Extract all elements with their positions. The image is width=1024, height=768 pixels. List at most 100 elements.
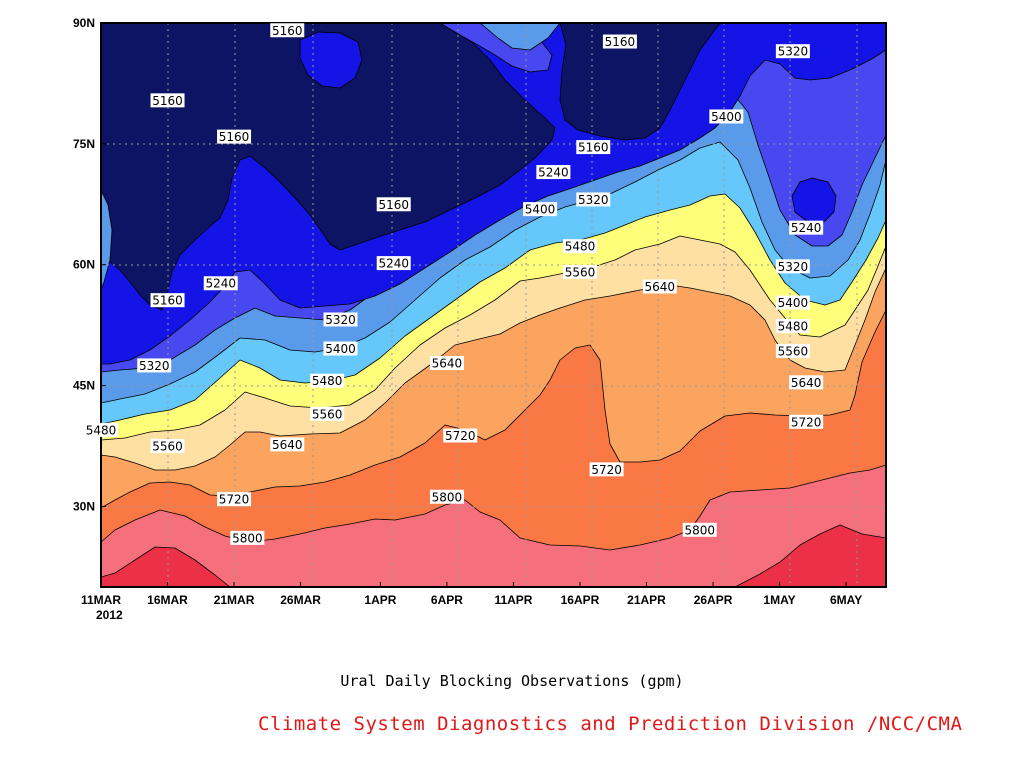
contour-label-text: 5560: [565, 265, 596, 279]
contour-label: 5160: [602, 34, 637, 49]
x-tick-label: 26APR: [694, 593, 733, 607]
contour-label-box: [84, 422, 118, 437]
contour-label-box: [576, 192, 611, 207]
contour-label-box: [589, 462, 624, 477]
contour-label-text: 5640: [791, 376, 822, 390]
contour-label-box: [775, 44, 810, 59]
contour-label-text: 5720: [219, 493, 250, 507]
contour-label-text: 5640: [645, 280, 676, 294]
chart-title: Ural Daily Blocking Observations (gpm): [340, 672, 684, 690]
contour-label-text: 5240: [205, 277, 236, 291]
y-tick-label: 75N: [73, 137, 95, 151]
credit-text: Climate System Diagnostics and Predictio…: [258, 713, 963, 735]
north-patch-2: [479, 23, 561, 51]
x-tick-label: 11APR: [494, 593, 532, 607]
contour-label-box: [150, 439, 185, 453]
contour-label: 5640: [270, 437, 305, 452]
contour-label-text: 5240: [378, 257, 409, 271]
contour-label-box: [576, 140, 611, 155]
contour-labels: 5160 5160 5160 5160 5160 5160 5160 5240 5240 5240…: [84, 23, 824, 545]
contour-label-text: 5400: [778, 296, 809, 310]
contour-label-text: 5560: [778, 344, 809, 358]
contour-label-text: 5480: [778, 319, 809, 333]
contour-label-box: [523, 202, 558, 217]
contour-label: 5240: [203, 276, 238, 291]
contour-label-text: 5160: [578, 141, 609, 155]
x-tick-label: 16MAR: [147, 593, 188, 607]
contour-label-text: 5320: [778, 45, 809, 59]
contour-label: 5720: [589, 462, 624, 477]
contour-label-box: [536, 165, 571, 180]
contour-label-text: 5800: [684, 523, 715, 537]
contour-label-box: [789, 220, 824, 235]
contour-label: 5560: [310, 406, 345, 421]
contour-label-text: 5160: [378, 198, 409, 212]
contour-label-box: [137, 358, 172, 373]
contour-label: 5640: [429, 356, 464, 371]
contour-label-text: 5560: [312, 407, 343, 421]
contour-label-box: [602, 34, 637, 49]
contour-label: 5320: [137, 358, 172, 373]
contour-label-box: [775, 295, 810, 310]
contour-label-box: [150, 293, 185, 308]
y-tick-label: 45N: [73, 379, 95, 393]
x-tick-label: 11MAR: [81, 593, 121, 607]
contour-label: 5480: [775, 318, 810, 333]
contour-label: 5720: [789, 414, 824, 429]
contour-label: 5240: [789, 220, 824, 235]
contour-label: 5160: [150, 293, 185, 308]
contour-label-text: 5720: [791, 415, 822, 429]
contour-label: 5800: [230, 530, 265, 545]
y-axis: 30N 45N 60N 75N 90N: [73, 16, 106, 513]
contour-label-text: 5560: [152, 440, 183, 454]
contour-label: 5640: [789, 375, 824, 390]
contour-label-box: [429, 489, 464, 504]
x-tick-label: 6MAY: [830, 593, 862, 607]
contour-label-text: 5240: [538, 166, 569, 180]
plot-frame: [100, 22, 887, 588]
contour-label: 5720: [443, 428, 478, 443]
contour-label-box: [150, 93, 185, 108]
contour-label-box: [270, 23, 305, 38]
contour-label-box: [323, 312, 358, 327]
contour-label: 5160: [576, 140, 611, 155]
contour-label: 5800: [429, 489, 464, 504]
contour-label-box: [203, 276, 238, 291]
contour-label-text: 5400: [325, 342, 356, 356]
contour-label-text: 5160: [219, 130, 250, 144]
x-tick-label: 26MAR: [280, 593, 321, 607]
contour-label-text: 5640: [432, 357, 463, 371]
contour-label-text: 5400: [525, 203, 556, 217]
contour-label-text: 5320: [139, 359, 170, 373]
contour-label-box: [217, 129, 252, 144]
x-tick-label: 16APR: [561, 593, 600, 607]
contour-label: 5160: [270, 23, 305, 38]
contour-label: 5320: [775, 259, 810, 274]
contour-label-text: 5160: [152, 94, 183, 108]
contour-label-box: [682, 522, 717, 537]
x-tick-label: 1APR: [364, 593, 396, 607]
x-tick-label: 21MAR: [214, 593, 255, 607]
contour-label-text: 5800: [232, 531, 263, 545]
contour-label-box: [775, 259, 810, 274]
contour-label-text: 5160: [605, 35, 636, 49]
contour-label: 5320: [576, 192, 611, 207]
contour-label: 5160: [217, 129, 252, 144]
contour-label-text: 5320: [325, 313, 356, 327]
contour-label-box: [429, 356, 464, 371]
y-tick-label: 90N: [73, 16, 95, 30]
contour-label-box: [562, 264, 597, 279]
contour-label-box: [709, 109, 744, 124]
contour-label-box: [789, 375, 824, 390]
contour-label-text: 5320: [778, 260, 809, 274]
x-tick-label: 6APR: [431, 593, 463, 607]
y-tick-label: 30N: [73, 499, 95, 513]
contour-label: 5400: [709, 109, 744, 124]
contour-label-text: 5160: [152, 294, 183, 308]
contour-label: 5560: [562, 264, 597, 279]
island-5240-low: [791, 177, 837, 223]
contour-label: 5320: [323, 312, 358, 327]
contour-label: 5160: [376, 197, 411, 212]
contour-label-text: 5400: [711, 110, 742, 124]
contour-label: 5480: [84, 422, 118, 437]
